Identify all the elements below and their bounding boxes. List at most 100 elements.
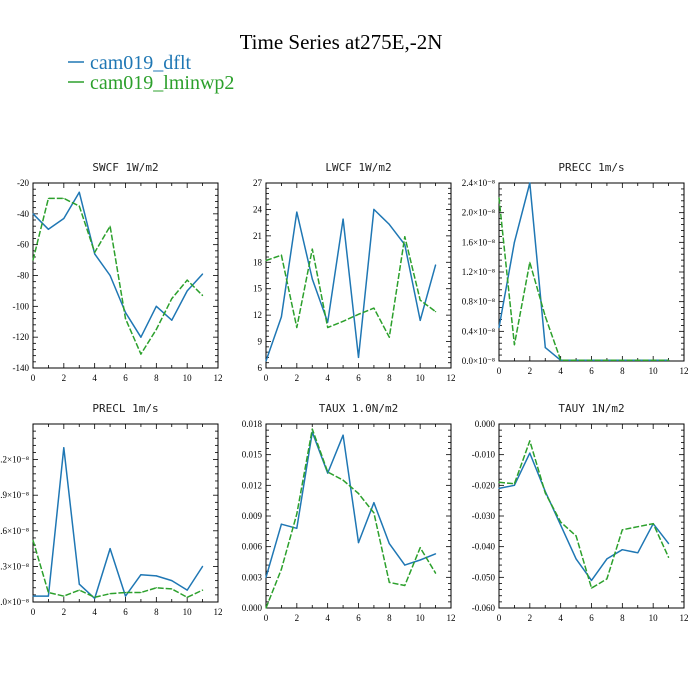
- data-point: [513, 483, 516, 485]
- data-point: [404, 584, 406, 587]
- x-tick-label: 4: [325, 373, 330, 383]
- data-point: [544, 347, 546, 349]
- y-tick-label: -120: [13, 332, 30, 342]
- data-point: [388, 336, 390, 338]
- y-tick-label: 2.4×10⁻⁸: [462, 178, 495, 188]
- x-tick-label: 2: [62, 607, 67, 617]
- y-tick-label: -100: [13, 301, 30, 311]
- y-tick-label: -20: [17, 178, 29, 188]
- x-tick-label: 4: [92, 607, 97, 617]
- data-point: [280, 316, 283, 318]
- y-tick-label: 0.4×10⁻⁸: [462, 326, 495, 336]
- data-point: [32, 539, 34, 541]
- data-point: [186, 589, 188, 591]
- y-tick-label: -80: [17, 271, 29, 281]
- data-point: [311, 428, 313, 430]
- data-point: [109, 548, 111, 550]
- y-tick-label: 9: [258, 337, 263, 347]
- data-point: [201, 589, 204, 591]
- data-point: [171, 588, 173, 590]
- data-point: [544, 315, 546, 318]
- y-tick-label: 0.006: [242, 542, 263, 552]
- data-point: [109, 225, 111, 227]
- x-tick-label: 0: [31, 607, 36, 617]
- data-point: [637, 552, 639, 554]
- y-tick-label: -0.020: [472, 480, 496, 490]
- data-point: [434, 553, 437, 555]
- x-tick-label: 6: [589, 613, 594, 623]
- x-tick-label: 2: [528, 366, 533, 376]
- x-tick-label: 12: [680, 613, 689, 623]
- data-point: [575, 535, 577, 537]
- data-point: [327, 472, 329, 474]
- data-point: [606, 359, 608, 361]
- panel-title: LWCF 1W/m2: [325, 161, 391, 174]
- y-tick-label: .9×10⁻⁸: [0, 490, 29, 500]
- x-tick-label: 10: [649, 366, 659, 376]
- x-tick-label: 0: [264, 373, 269, 383]
- data-point: [590, 579, 593, 582]
- data-point: [357, 541, 360, 544]
- series-line-dflt: [33, 446, 204, 600]
- x-tick-label: 0: [31, 373, 36, 383]
- data-point: [124, 318, 127, 320]
- data-point: [78, 191, 80, 193]
- y-tick-label: -140: [13, 363, 30, 373]
- series-line-lminwp2: [265, 428, 437, 609]
- x-tick-label: 12: [447, 373, 456, 383]
- x-tick-label: 12: [214, 607, 223, 617]
- data-point: [78, 589, 80, 591]
- x-tick-label: 4: [92, 373, 97, 383]
- data-point: [498, 327, 500, 329]
- data-point: [404, 244, 406, 246]
- series-line-dflt: [498, 452, 670, 582]
- legend: cam019_dflt cam019_lminwp2: [68, 52, 234, 94]
- x-tick-label: 2: [528, 613, 533, 623]
- x-tick-label: 2: [62, 373, 67, 383]
- y-tick-label: 0.009: [242, 511, 263, 521]
- x-tick-label: 6: [356, 613, 361, 623]
- panel-title: TAUY 1N/m2: [558, 402, 624, 415]
- data-point: [296, 527, 298, 529]
- data-point: [529, 182, 531, 184]
- data-point: [419, 547, 421, 549]
- data-point: [296, 211, 298, 213]
- data-point: [140, 574, 142, 576]
- x-tick-label: 10: [416, 373, 426, 383]
- series-line-dflt: [265, 431, 436, 578]
- data-point: [560, 521, 562, 523]
- data-point: [327, 326, 329, 329]
- data-point: [498, 487, 500, 489]
- x-tick-label: 4: [558, 613, 563, 623]
- data-point: [404, 236, 406, 238]
- data-point: [498, 197, 500, 199]
- data-point: [498, 481, 500, 483]
- data-point: [47, 228, 50, 230]
- series-line-lminwp2: [498, 440, 670, 589]
- data-point: [201, 273, 204, 275]
- x-tick-label: 12: [680, 366, 689, 376]
- data-point: [590, 359, 593, 361]
- y-tick-label: 15: [253, 284, 263, 294]
- y-tick-label: 27: [253, 178, 263, 188]
- y-tick-label: .6×10⁻⁸: [0, 526, 29, 536]
- series-line-lminwp2: [32, 540, 203, 599]
- data-point: [63, 197, 65, 200]
- chart-panel-5: TAUX 1.0N/m2 0 2 4 6 8 10 12 0.000 0.003 0.006 0.00…: [242, 402, 456, 623]
- y-tick-label: 0.012: [242, 480, 262, 490]
- data-point: [357, 313, 360, 315]
- x-tick-label: 10: [416, 613, 426, 623]
- data-point: [419, 299, 421, 301]
- data-point: [373, 307, 375, 309]
- y-tick-label: -0.030: [472, 511, 496, 521]
- legend-label-dflt: cam019_dflt: [90, 52, 192, 74]
- y-tick-label: 0.000: [242, 603, 263, 613]
- data-point: [265, 259, 267, 262]
- x-tick-label: 8: [620, 366, 625, 376]
- x-tick-label: 8: [154, 607, 159, 617]
- panel-title: PRECC 1m/s: [558, 161, 624, 174]
- data-point: [155, 328, 157, 331]
- y-tick-label: -40: [17, 209, 29, 219]
- data-point: [280, 254, 283, 256]
- data-point: [94, 596, 96, 598]
